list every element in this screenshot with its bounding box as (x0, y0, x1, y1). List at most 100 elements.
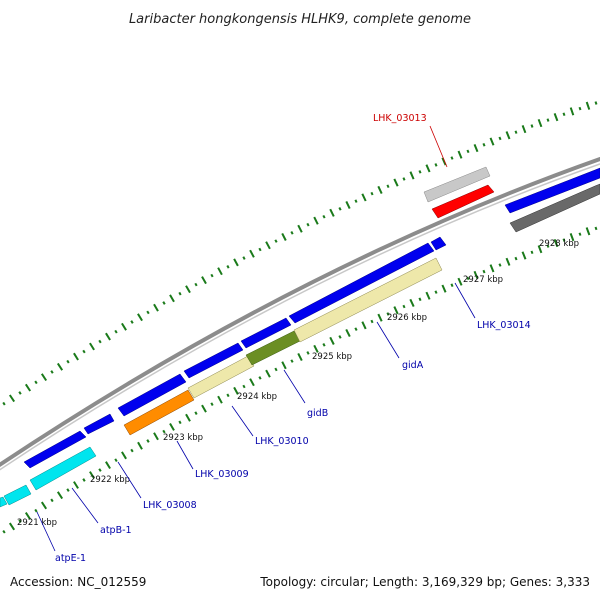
tick-mark (553, 238, 559, 248)
tick-mark (377, 185, 383, 195)
tick-mark (169, 422, 175, 431)
tick-mark (56, 491, 64, 500)
red-feature[interactable] (431, 184, 495, 219)
tick-mark (569, 107, 575, 116)
tick-mark (274, 239, 278, 243)
tick-mark (201, 276, 207, 285)
feature-track (0, 166, 600, 508)
tick-mark (338, 335, 342, 339)
label-leader-line (454, 282, 476, 319)
tick-mark (162, 301, 166, 305)
tick-mark (329, 336, 335, 345)
tick-label: 2924 kbp (237, 392, 277, 402)
tick-mark (50, 498, 54, 503)
tick-mark (306, 351, 310, 355)
tick-mark (121, 322, 127, 331)
tick-mark (441, 284, 447, 293)
gene-label-LHK_03008[interactable]: LHK_03008 (143, 500, 197, 511)
tick-mark (18, 519, 22, 523)
tick-label: 2926 kbp (387, 313, 427, 323)
orange-feature[interactable] (123, 389, 195, 436)
tick-mark (537, 245, 543, 254)
gray-feature[interactable] (423, 166, 491, 203)
tick-mark (450, 156, 454, 160)
cds-feature[interactable] (117, 373, 187, 417)
tick-mark (56, 362, 64, 371)
tick-mark (482, 143, 486, 147)
tick-mark (585, 227, 591, 236)
tick-mark (530, 250, 534, 255)
cds-feature[interactable] (83, 413, 115, 435)
gene-label-gidB[interactable]: gidB (307, 408, 328, 419)
gene-label-LHK_03013[interactable]: LHK_03013 (373, 113, 427, 124)
tick-mark (297, 224, 303, 233)
gray-feature[interactable] (509, 183, 600, 233)
gid-feature[interactable] (187, 355, 255, 399)
map-title: Laribacter hongkongensis HLHK9, complete… (129, 12, 471, 27)
atp-feature[interactable] (29, 446, 97, 491)
tick-mark (441, 157, 447, 166)
tick-mark (249, 378, 255, 387)
label-leader-line (36, 511, 56, 552)
cds-feature[interactable] (240, 317, 292, 349)
tick-mark (66, 488, 70, 492)
tick-mark (489, 264, 495, 273)
tick-mark (153, 432, 159, 441)
tick-mark (290, 359, 294, 363)
tick-mark (505, 131, 511, 140)
tick-mark (233, 386, 239, 395)
outer-tick-ring (2, 101, 598, 406)
label-leader-line (283, 369, 306, 404)
tick-mark (409, 298, 415, 308)
tick-mark (153, 303, 159, 312)
tick-mark (98, 468, 102, 472)
label-leader-line (429, 125, 448, 168)
gene-label-LHK_03010[interactable]: LHK_03010 (255, 436, 309, 447)
cds-feature[interactable] (183, 342, 244, 379)
tick-mark (233, 258, 239, 267)
tick-mark (210, 273, 214, 278)
tick-mark (418, 297, 422, 302)
tick-mark (393, 306, 399, 315)
cds-feature[interactable] (23, 430, 87, 469)
tick-mark (265, 241, 271, 250)
atp-feature[interactable] (3, 484, 32, 506)
cds-feature[interactable] (430, 236, 447, 251)
gene-label-gidA[interactable]: gidA (402, 360, 424, 371)
gene-label-LHK_03009[interactable]: LHK_03009 (195, 469, 249, 480)
tick-mark (114, 458, 118, 463)
tick-mark (34, 380, 38, 385)
tick-mark (34, 508, 38, 513)
cds-feature[interactable] (288, 242, 435, 324)
gidA-feature[interactable] (293, 257, 443, 343)
tick-mark (146, 310, 150, 315)
tick-mark (8, 522, 16, 531)
tick-mark (434, 163, 438, 167)
tick-mark (386, 312, 390, 316)
tick-mark (82, 349, 86, 354)
tick-mark (489, 137, 495, 146)
genome-backbone-shadow (0, 163, 600, 471)
tick-mark (553, 113, 559, 122)
tick-label: 2921 kbp (17, 518, 57, 528)
label-leader-line (176, 440, 194, 470)
gene-label-atpB-1[interactable]: atpB-1 (100, 525, 132, 536)
tick-mark (114, 329, 118, 334)
accession-text: Accession: NC_012559 (10, 575, 146, 589)
tick-mark (521, 251, 527, 260)
tick-mark (402, 177, 406, 181)
tick-label: 2925 kbp (312, 352, 352, 362)
atp-feature[interactable] (0, 496, 8, 508)
gene-label-atpE-1[interactable]: atpE-1 (55, 553, 86, 564)
tick-mark (354, 327, 358, 331)
cds-feature[interactable] (504, 167, 600, 214)
tick-label: 2927 kbp (463, 275, 503, 285)
gene-label-LHK_03014[interactable]: LHK_03014 (477, 320, 531, 331)
tick-label: 2922 kbp (90, 475, 130, 485)
tick-mark (281, 361, 287, 370)
inner-tick-ring (2, 226, 598, 534)
tick-mark (130, 320, 134, 324)
tick-mark (201, 404, 207, 413)
tick-mark (514, 256, 518, 261)
tick-mark (521, 125, 527, 134)
